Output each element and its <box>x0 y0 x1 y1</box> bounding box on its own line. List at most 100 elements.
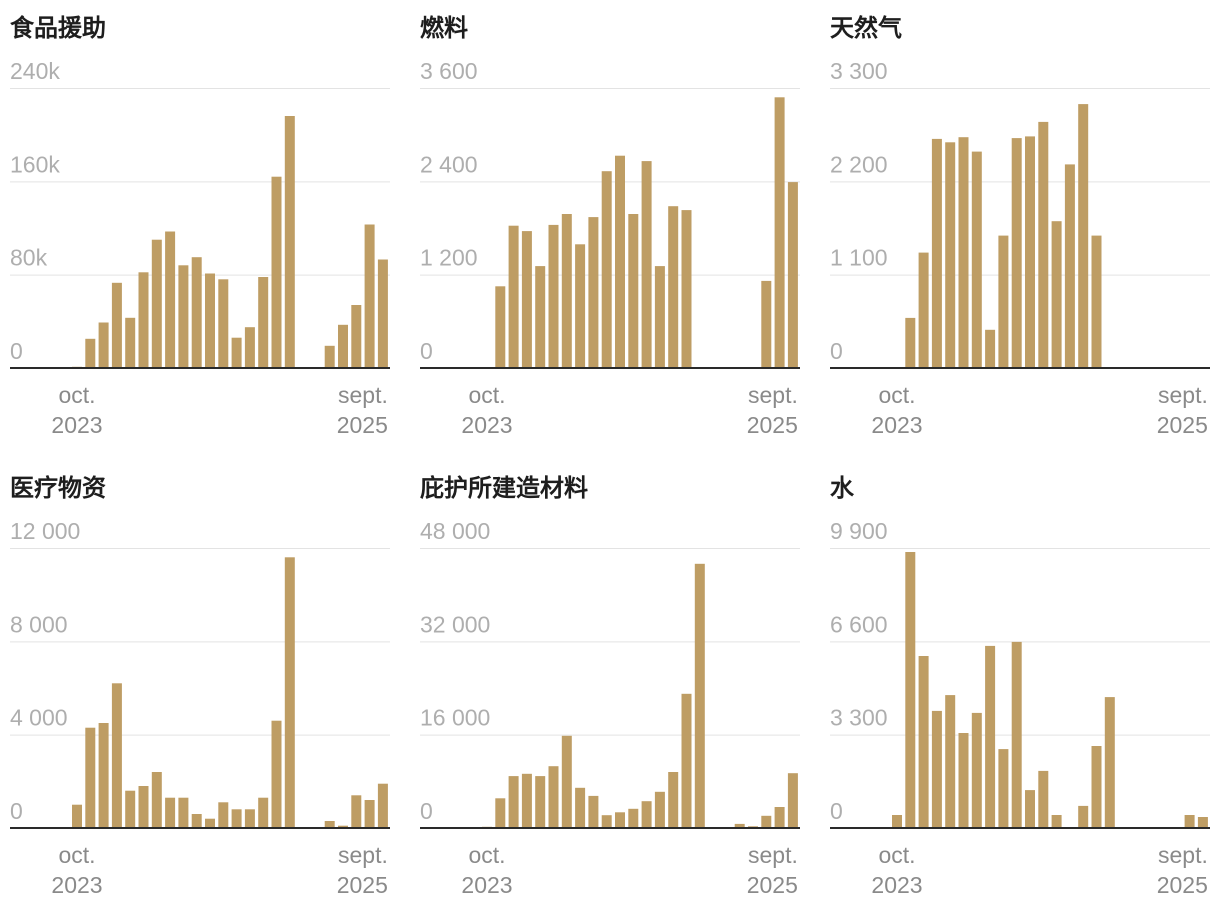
bar <box>1011 138 1022 368</box>
bar <box>761 280 772 368</box>
bar <box>668 772 679 828</box>
bar <box>244 809 255 828</box>
bar <box>125 317 136 368</box>
x-tick-month: oct. <box>468 382 505 408</box>
bar <box>364 800 375 828</box>
bar <box>191 257 202 368</box>
bar <box>734 823 745 828</box>
chart-shelter-materials: 48 000 32 000 16 000 0 oct. 2023 sept. 2025 庇护所… <box>420 460 800 910</box>
bar <box>1104 697 1115 828</box>
bar <box>191 814 202 828</box>
bar <box>258 277 269 368</box>
bar <box>787 182 798 368</box>
bar <box>284 116 295 368</box>
bar <box>111 282 122 368</box>
x-tick-year: 2023 <box>51 872 102 898</box>
bar <box>85 338 96 368</box>
bar-chart-plot: 48 000 32 000 16 000 0 oct. 2023 sept. 2025 <box>420 518 800 898</box>
bar <box>918 656 929 828</box>
bar <box>787 773 798 828</box>
x-tick-year: 2025 <box>1157 412 1208 438</box>
bar <box>1025 136 1035 368</box>
y-tick-label: 0 <box>830 798 843 824</box>
bar <box>958 733 969 828</box>
y-tick-label: 80k <box>10 245 48 271</box>
bar <box>377 259 388 368</box>
bar-chart-plot: 3 600 2 400 1 200 0 oct. 2023 sept. 2025 <box>420 58 800 438</box>
bar <box>958 137 969 368</box>
y-tick-label: 0 <box>420 798 433 824</box>
bar <box>218 279 229 368</box>
bar <box>138 272 149 368</box>
bar <box>178 265 189 368</box>
chart-title: 医疗物资 <box>10 474 106 502</box>
bar-chart-plot: 9 900 6 600 3 300 0 oct. 2023 sept. 2025 <box>830 518 1210 898</box>
x-tick-year: 2025 <box>747 872 798 898</box>
bar-chart-plot: 3 300 2 200 1 100 0 oct. 2023 sept. 2025 <box>830 58 1210 438</box>
y-tick-label: 48 000 <box>420 518 490 544</box>
bar <box>231 337 242 368</box>
bar <box>971 151 982 368</box>
bar <box>998 235 1009 368</box>
bar <box>1091 235 1102 368</box>
bar <box>575 244 586 368</box>
bar <box>1078 805 1089 828</box>
bar <box>98 322 109 368</box>
y-tick-label: 9 900 <box>830 518 888 544</box>
chart-food-aid: 240k 160k 80k 0 oct. 2023 sept. 2025 食品援助 <box>10 0 390 450</box>
chart-title: 天然气 <box>830 14 902 42</box>
x-tick-month: sept. <box>1158 842 1208 868</box>
bar <box>998 749 1009 828</box>
bar <box>1197 817 1208 828</box>
bar <box>151 772 162 828</box>
x-tick-year: 2023 <box>871 872 922 898</box>
bar <box>1011 641 1022 828</box>
bar-chart-plot: 240k 160k 80k 0 oct. 2023 sept. 2025 <box>10 58 390 438</box>
bar <box>615 155 625 368</box>
y-tick-label: 3 300 <box>830 705 888 731</box>
y-tick-label: 16 000 <box>420 705 490 731</box>
bar <box>244 327 255 368</box>
bar <box>85 727 96 828</box>
y-tick-label: 3 600 <box>420 58 478 84</box>
bar <box>905 317 916 368</box>
bar <box>1038 770 1049 828</box>
x-tick-month: sept. <box>748 842 798 868</box>
chart-title: 水 <box>830 474 854 502</box>
bar <box>338 825 348 828</box>
bar <box>561 214 572 368</box>
bar <box>628 808 639 829</box>
bar <box>111 683 122 828</box>
x-tick-year: 2025 <box>1157 872 1208 898</box>
bar <box>601 815 612 828</box>
bar <box>271 720 282 828</box>
x-tick-month: oct. <box>58 382 95 408</box>
x-tick-year: 2023 <box>871 412 922 438</box>
chart-fuel: 3 600 2 400 1 200 0 oct. 2023 sept. 2025 燃料 <box>420 0 800 450</box>
x-tick-year: 2023 <box>461 412 512 438</box>
y-tick-label: 4 000 <box>10 705 68 731</box>
bar <box>588 217 599 368</box>
bar <box>761 815 772 829</box>
x-tick-year: 2025 <box>337 872 388 898</box>
bar <box>931 138 942 368</box>
bar <box>575 787 586 829</box>
chart-title: 庇护所建造材料 <box>420 474 588 502</box>
bar <box>654 791 665 828</box>
x-tick-month: oct. <box>468 842 505 868</box>
y-tick-label: 1 200 <box>420 245 478 271</box>
bar <box>945 695 956 828</box>
bar <box>561 735 572 828</box>
bar <box>641 801 652 828</box>
y-tick-label: 32 000 <box>420 611 490 637</box>
chart-title: 食品援助 <box>10 14 106 42</box>
bar <box>205 273 215 368</box>
y-tick-label: 8 000 <box>10 611 68 637</box>
bar <box>377 783 388 828</box>
x-tick-month: sept. <box>338 382 388 408</box>
bar <box>351 305 362 368</box>
x-tick-month: sept. <box>338 842 388 868</box>
bar <box>324 821 335 828</box>
bar <box>931 710 942 828</box>
bar <box>628 214 639 368</box>
